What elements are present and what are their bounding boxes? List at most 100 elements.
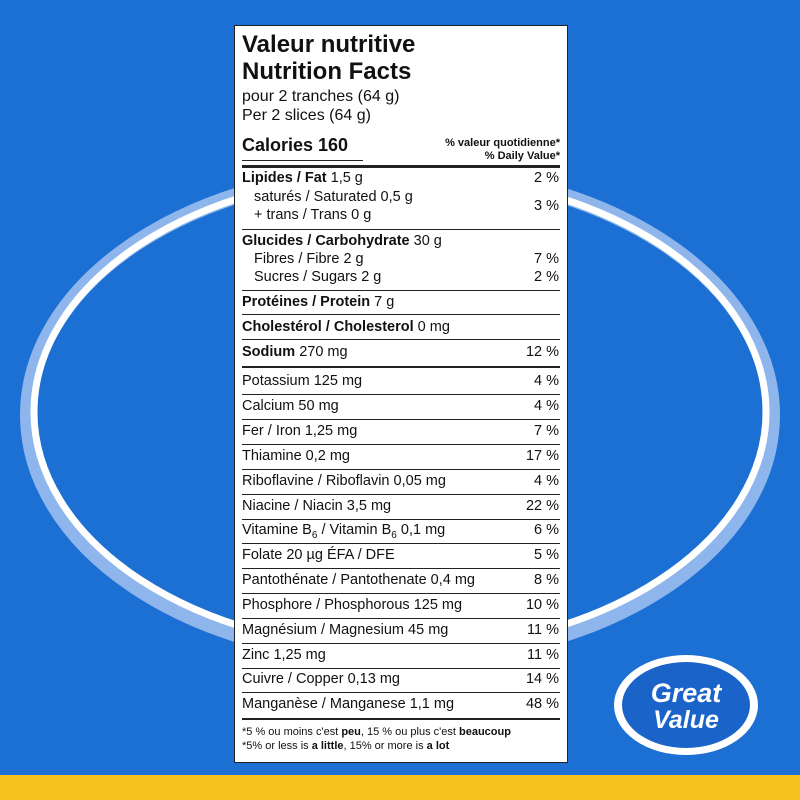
- dv-header-en: % Daily Value*: [484, 150, 560, 162]
- amount: 7 g: [374, 294, 395, 310]
- amount: 125 mg: [313, 373, 363, 389]
- amount: 30 g: [413, 233, 442, 249]
- row: Niacine / Niacin 3,5 mg: [242, 499, 391, 514]
- row: Magnésium / Magnesium 45 mg: [242, 623, 448, 638]
- calories: Calories 160: [242, 135, 349, 155]
- nutrient-name: Calcium: [242, 398, 295, 414]
- nutrient-name: Sucres / Sugars: [254, 269, 358, 285]
- daily-value: 10 %: [525, 597, 559, 613]
- row: Cholestérol / Cholesterol 0 mg: [242, 320, 450, 335]
- amount: 2 g: [343, 251, 364, 267]
- nutrient-name: Folate: [242, 547, 283, 563]
- nutrient-name: Sodium: [242, 344, 296, 360]
- rule: [242, 366, 560, 368]
- amount: 0,5 g: [380, 189, 413, 205]
- nutrient-name: Lipides / Fat: [242, 170, 327, 186]
- row: Phosphore / Phosphorous 125 mg: [242, 598, 462, 613]
- nutrient-name: Manganèse / Manganese: [242, 696, 406, 712]
- daily-value: 8 %: [534, 572, 559, 588]
- daily-value: 17 %: [525, 448, 559, 464]
- rule: [242, 165, 560, 168]
- rule: [242, 290, 560, 291]
- rule: [242, 339, 560, 340]
- row: Potassium 125 mg: [242, 374, 362, 389]
- amount: 45 mg: [408, 622, 449, 638]
- nutrient-name: Phosphore / Phosphorous: [242, 597, 410, 613]
- rule: [242, 618, 560, 619]
- nutrient-name: saturés / Saturated: [254, 189, 377, 205]
- amount: 1,25 mg: [273, 647, 326, 663]
- nutrient-name: Niacine / Niacin: [242, 498, 343, 514]
- nutrient-name: Cuivre / Copper: [242, 671, 344, 687]
- amount: 0,05 mg: [393, 473, 446, 489]
- footnote-part: a lot: [426, 740, 450, 752]
- footnote-part: , 15 % ou plus c'est: [360, 726, 459, 738]
- daily-value: 11 %: [527, 622, 559, 638]
- rule: [242, 519, 560, 520]
- daily-value: 6 %: [534, 522, 559, 538]
- footnote-fr: *5 % ou moins c'est peu, 15 % ou plus c'…: [242, 727, 511, 738]
- rule: [242, 314, 560, 315]
- daily-value: 2 %: [534, 170, 559, 186]
- daily-value: 7 %: [534, 251, 559, 267]
- name-part: Vitamine B: [242, 522, 312, 538]
- row: Pantothénate / Pantothenate 0,4 mg: [242, 573, 475, 588]
- nutrient-name: Potassium: [242, 373, 310, 389]
- daily-value: 14 %: [525, 671, 559, 687]
- row: Riboflavine / Riboflavin 0,05 mg: [242, 474, 446, 489]
- amount: 0 g: [351, 207, 372, 223]
- amount: 0,4 mg: [430, 572, 476, 588]
- serving-en: Per 2 slices (64 g): [242, 107, 371, 124]
- amount: 1,25 mg: [304, 423, 358, 439]
- amount: 1,5 g: [330, 170, 363, 186]
- footnote-en: *5% or less is a little, 15% or more is …: [242, 741, 449, 752]
- daily-value: 7 %: [534, 423, 559, 439]
- serving-fr: pour 2 tranches (64 g): [242, 88, 400, 105]
- row: + trans / Trans 0 g: [254, 208, 371, 223]
- row: Glucides / Carbohydrate 30 g: [242, 234, 442, 249]
- daily-value: 12 %: [525, 344, 559, 360]
- amount: 0,13 mg: [347, 671, 400, 687]
- footnote-part: beaucoup: [458, 726, 511, 738]
- nutrient-name: Cholestérol / Cholesterol: [242, 319, 414, 335]
- logo-line2: Value: [653, 706, 719, 734]
- calories-underline: [242, 160, 363, 161]
- footnote-part: *5 % ou moins c'est: [242, 726, 342, 738]
- name-part: / Vitamin B: [317, 522, 392, 538]
- daily-value: 22 %: [525, 498, 559, 514]
- row: Manganèse / Manganese 1,1 mg: [242, 697, 454, 712]
- rule: [242, 229, 560, 230]
- nutrient-name: Fer / Iron: [242, 423, 301, 439]
- rule: [242, 643, 560, 644]
- row: Lipides / Fat 1,5 g: [242, 171, 363, 186]
- footnote-part: a little: [311, 740, 344, 752]
- rule: [242, 668, 560, 669]
- daily-value: 4 %: [534, 473, 559, 489]
- row: Calcium 50 mg: [242, 399, 339, 414]
- nutrient-name: Riboflavine / Riboflavin: [242, 473, 390, 489]
- logo-disc: [622, 662, 750, 748]
- title-fr: Valeur nutritive: [242, 31, 416, 58]
- nutrition-label: Valeur nutritive Nutrition Facts pour 2 tr…: [234, 25, 568, 763]
- rule: [242, 444, 560, 445]
- rule: [242, 692, 560, 693]
- row: Vitamine B6 / Vitamin B6 0,1 mg: [242, 523, 445, 541]
- rule: [242, 718, 560, 720]
- rule: [242, 419, 560, 420]
- nutrient-name: Zinc: [242, 647, 270, 663]
- row: Protéines / Protein 7 g: [242, 295, 394, 310]
- amount: 0 mg: [417, 319, 450, 335]
- nutrient-name: Glucides / Carbohydrate: [242, 233, 410, 249]
- amount: 0,1 mg: [400, 522, 446, 538]
- rule: [242, 568, 560, 569]
- row: Sodium 270 mg: [242, 345, 348, 360]
- nutrient-name: Magnésium / Magnesium: [242, 622, 404, 638]
- rule: [242, 593, 560, 594]
- amount: 0,2 mg: [305, 448, 351, 464]
- daily-value: 11 %: [527, 647, 559, 663]
- nutrient-name: Protéines / Protein: [242, 294, 371, 310]
- amount: 1,1 mg: [409, 696, 455, 712]
- row: Sucres / Sugars 2 g: [254, 270, 381, 285]
- logo-line1: Great: [651, 678, 723, 708]
